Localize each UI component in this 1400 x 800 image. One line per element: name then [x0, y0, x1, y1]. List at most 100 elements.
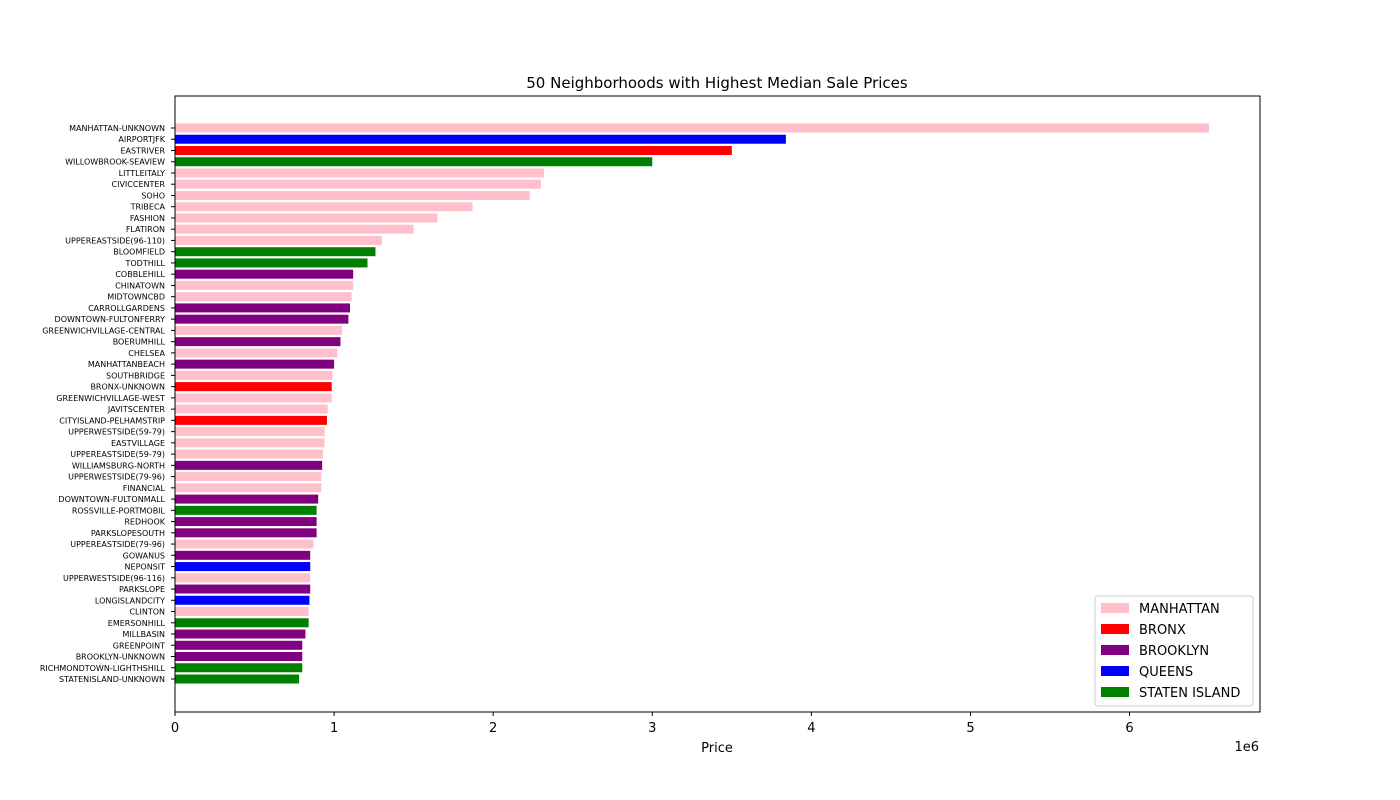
category-label: EMERSONHILL: [108, 619, 166, 628]
bar: [175, 528, 317, 538]
bar: [175, 595, 310, 605]
bar: [175, 415, 327, 425]
bar: [175, 427, 325, 437]
category-label: CHELSEA: [128, 349, 165, 358]
bar: [175, 314, 349, 324]
category-label: GREENPOINT: [113, 641, 165, 650]
bar: [175, 460, 323, 470]
category-label: WILLIAMSBURG-NORTH: [72, 461, 165, 470]
legend: MANHATTAN BRONX BROOKLYN QUEENS STATEN ISLAN…: [1094, 595, 1254, 707]
bar: [175, 607, 309, 617]
x-tick-label: 4: [807, 721, 815, 736]
bar: [175, 258, 368, 268]
category-label: COBBLEHILL: [115, 270, 165, 279]
category-label: MANHATTAN-UNKNOWN: [69, 124, 165, 133]
chart-title: 50 Neighborhoods with Highest Median Sal…: [526, 74, 908, 92]
bar: [175, 393, 332, 403]
bar: [175, 348, 338, 358]
bar: [175, 449, 323, 459]
bar: [175, 573, 311, 583]
bar: [175, 562, 311, 572]
bar: [175, 472, 322, 482]
category-label: UPPERWESTSIDE(59-79): [68, 428, 165, 437]
legend-box: [1094, 595, 1254, 707]
category-label: ROSSVILLE-PORTMOBIL: [72, 506, 166, 515]
bar: [175, 494, 319, 504]
category-label: FLATIRON: [126, 225, 165, 234]
category-label: CIVICCENTER: [112, 180, 166, 189]
category-label: GOWANUS: [123, 551, 165, 560]
category-label: LONGISLANDCITY: [95, 596, 165, 605]
bar: [175, 370, 333, 380]
x-tick-label: 1: [330, 721, 338, 736]
x-tick-label: 5: [966, 721, 974, 736]
bar: [175, 123, 1210, 133]
category-label: AIRPORTJFK: [118, 135, 165, 144]
bar: [175, 247, 376, 257]
bar: [175, 359, 335, 369]
bar: [175, 179, 541, 189]
category-label: JAVITSCENTER: [107, 405, 166, 414]
bar: [175, 157, 653, 167]
legend-swatch: [1101, 603, 1129, 613]
bar: [175, 584, 311, 594]
bar: [175, 280, 354, 290]
category-label: BOERUMHILL: [113, 338, 166, 347]
bar: [175, 663, 303, 673]
category-label: CLINTON: [129, 608, 165, 617]
category-label: PARKSLOPE: [119, 585, 165, 594]
category-label: UPPERWESTSIDE(96-116): [63, 574, 165, 583]
x-ticks: 0 1 2 3 4 5 6: [171, 712, 1134, 736]
category-label: MILLBASIN: [122, 630, 165, 639]
bar: [175, 517, 317, 527]
legend-label: BROOKLYN: [1139, 644, 1209, 659]
bar: [175, 382, 332, 392]
category-label: TODTHILL: [124, 259, 165, 268]
x-axis-label: Price: [701, 741, 733, 756]
plot-frame: [174, 95, 1261, 713]
bar: [175, 303, 350, 313]
category-label: SOUTHBRIDGE: [106, 371, 165, 380]
bar: [175, 438, 325, 448]
bars-group: [175, 123, 1210, 684]
category-label: PARKSLOPESOUTH: [91, 529, 165, 538]
bar: [175, 674, 300, 684]
category-label: UPPEREASTSIDE(59-79): [70, 450, 165, 459]
category-labels: MANHATTAN-UNKNOWN AIRPORTJFK EASTRIVER WILL…: [40, 124, 175, 684]
category-label: CARROLLGARDENS: [88, 304, 165, 313]
category-label: TRIBECA: [130, 203, 166, 212]
bar: [175, 213, 438, 223]
legend-swatch: [1101, 666, 1129, 676]
category-label: GREENWICHVILLAGE-CENTRAL: [42, 326, 165, 335]
legend-swatch: [1101, 624, 1129, 634]
x-tick-label: 2: [489, 721, 497, 736]
category-label: BROOKLYN-UNKNOWN: [76, 653, 165, 662]
bar: [175, 134, 786, 144]
bar: [175, 224, 414, 234]
bar: [175, 202, 473, 212]
category-label: UPPEREASTSIDE(96-110): [65, 236, 165, 245]
bar: [175, 652, 303, 662]
category-label: CITYISLAND-PELHAMSTRIP: [59, 416, 165, 425]
category-label: REDHOOK: [124, 518, 165, 527]
category-label: DOWNTOWN-FULTONMALL: [58, 495, 165, 504]
bar: [175, 505, 317, 515]
category-label: DOWNTOWN-FULTONFERRY: [55, 315, 166, 324]
legend-label: STATEN ISLAND: [1139, 686, 1240, 701]
bar: [175, 235, 382, 245]
category-label: EASTVILLAGE: [111, 439, 165, 448]
bar: [175, 539, 314, 549]
category-label: MANHATTANBEACH: [88, 360, 165, 369]
category-label: SOHO: [141, 191, 165, 200]
category-label: BRONX-UNKNOWN: [90, 383, 165, 392]
bar: [175, 190, 530, 200]
x-scale-label: 1e6: [1234, 740, 1259, 755]
category-label: MIDTOWNCBD: [107, 293, 165, 302]
category-label: NEPONSIT: [125, 563, 166, 572]
category-label: CHINATOWN: [115, 281, 165, 290]
bar: [175, 325, 343, 335]
legend-swatch: [1101, 687, 1129, 697]
category-label: FINANCIAL: [123, 484, 166, 493]
bar: [175, 640, 303, 650]
